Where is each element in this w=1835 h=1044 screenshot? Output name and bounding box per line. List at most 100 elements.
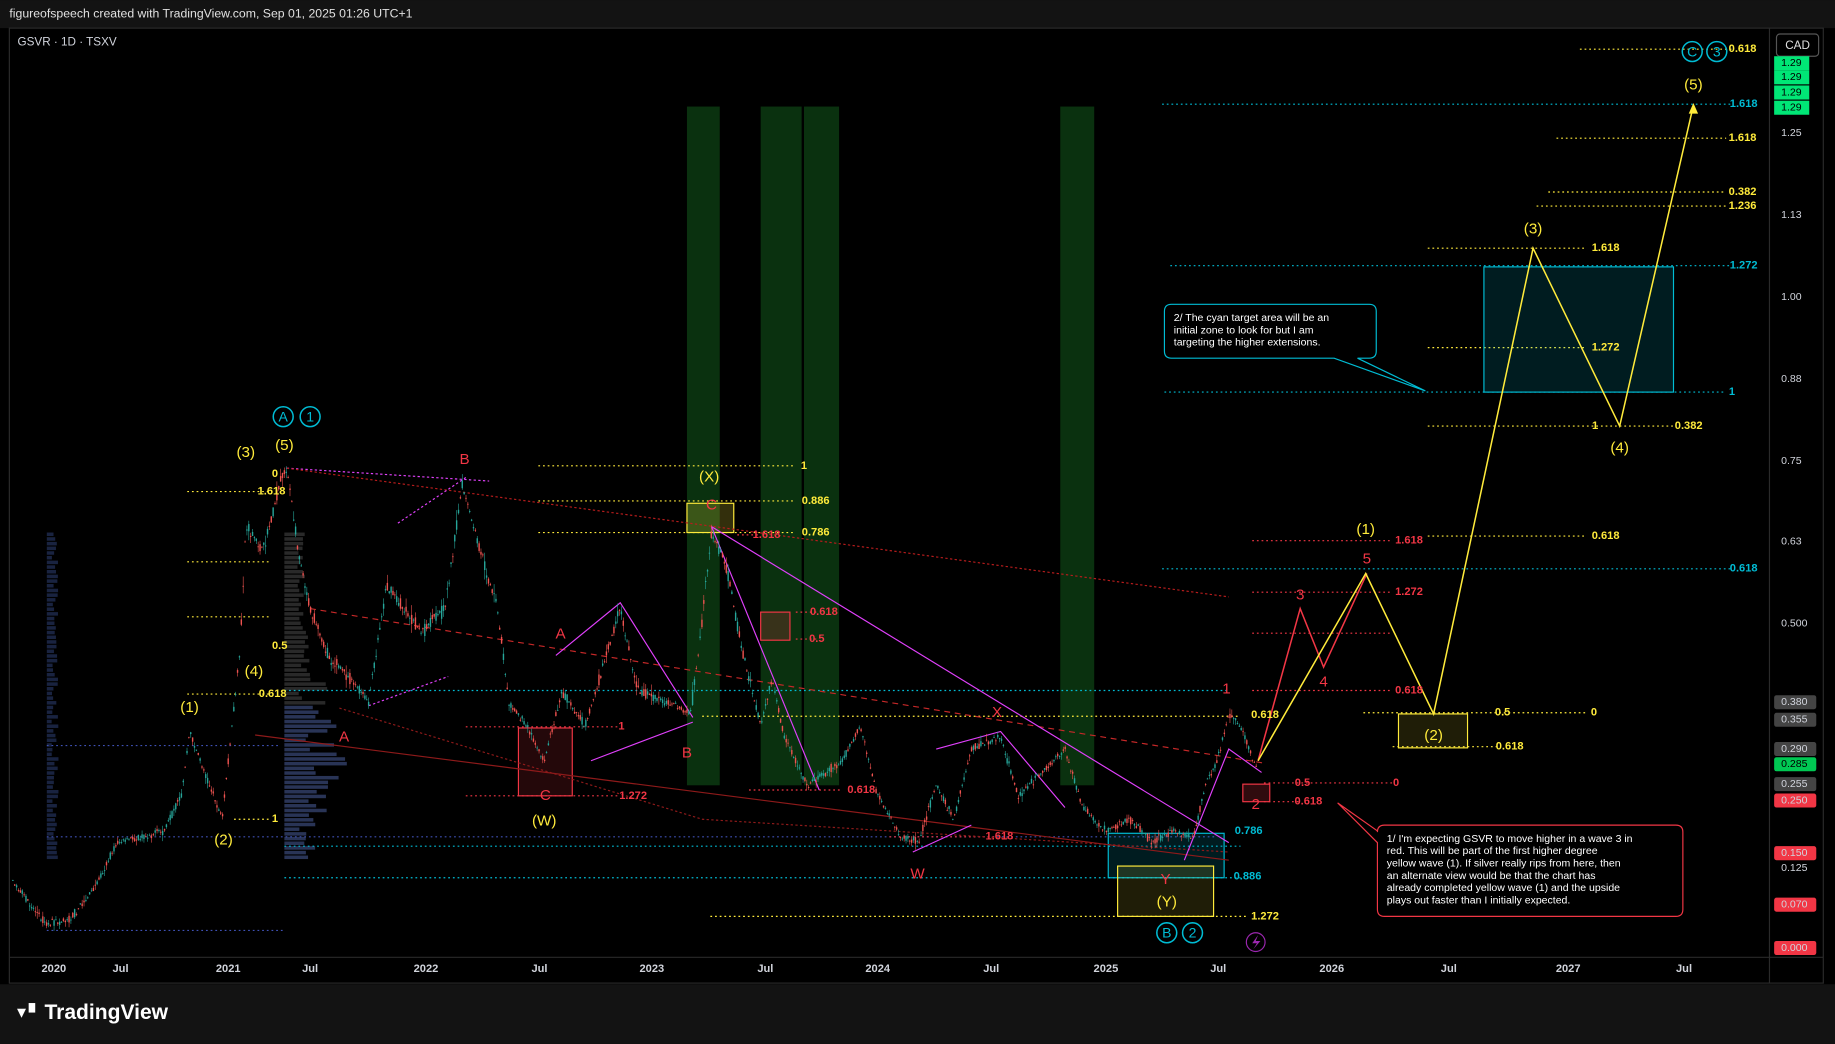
vp-bar	[284, 808, 327, 813]
candle-body	[70, 919, 72, 921]
candle-body	[156, 829, 158, 832]
vp-bar	[284, 813, 309, 817]
candle-body	[643, 689, 645, 696]
vp-bar	[284, 832, 307, 836]
wave-label: (5)	[1684, 77, 1703, 94]
candle-body	[334, 665, 336, 667]
candle-body	[759, 721, 761, 723]
vp-bar	[46, 672, 55, 677]
candle-body	[455, 520, 458, 530]
fib-label: 0.618	[847, 784, 875, 796]
candle-body	[392, 590, 394, 596]
candle-body	[317, 624, 319, 629]
candle-body	[58, 921, 61, 925]
wave-label: (1)	[180, 699, 199, 716]
candle-body	[572, 707, 574, 710]
candle-body	[1103, 825, 1106, 830]
candle-body	[161, 830, 164, 836]
vp-bar	[46, 757, 59, 761]
candle-body	[1180, 835, 1182, 837]
candle-body	[14, 884, 16, 886]
candle-body	[721, 553, 724, 558]
candle-body	[51, 918, 53, 920]
candle-body	[579, 715, 581, 720]
vp-bar	[46, 663, 53, 668]
candle-body	[609, 641, 611, 645]
candle-body	[336, 659, 338, 666]
candle-body	[545, 752, 548, 754]
candle-body	[135, 839, 138, 841]
candle-body	[995, 740, 997, 742]
circled-label: 2	[1189, 925, 1197, 941]
candle-body	[193, 746, 196, 748]
candle-body	[510, 703, 512, 708]
candle-body	[592, 699, 595, 701]
candle-body	[645, 689, 647, 699]
candle-body	[1143, 832, 1145, 834]
candle-body	[746, 670, 748, 672]
candle-body	[1159, 834, 1162, 841]
candle-body	[30, 907, 33, 909]
candle-body	[188, 736, 190, 738]
time-label: Jul	[113, 963, 129, 975]
candle-body	[895, 827, 898, 830]
vp-bar	[46, 701, 57, 705]
vp-bar	[46, 654, 58, 658]
wave-label: (2)	[214, 831, 233, 848]
candle-body	[474, 529, 477, 531]
fib-label: 0.5	[1295, 777, 1310, 789]
candle-body	[641, 690, 643, 696]
candle-body	[856, 729, 859, 733]
candle-body	[616, 611, 619, 617]
candle-body	[727, 570, 729, 582]
candle-body	[399, 598, 402, 609]
candle-body	[794, 757, 797, 764]
candle-body	[328, 655, 331, 660]
candle-body	[133, 838, 136, 842]
vp-bar	[284, 747, 310, 752]
candle-body	[120, 841, 123, 843]
candle-body	[360, 691, 362, 693]
candle-body	[665, 700, 668, 704]
candle-body	[1135, 826, 1138, 829]
vp-bar	[46, 827, 56, 831]
candle-body	[1055, 756, 1057, 758]
vp-bar	[284, 593, 304, 597]
candle-body	[145, 836, 147, 838]
volume-profile	[46, 532, 347, 860]
candle-body	[650, 693, 653, 697]
candle-body	[768, 685, 771, 691]
candle-body	[231, 725, 233, 727]
candle-body	[766, 698, 769, 700]
candle-body	[620, 611, 623, 615]
candle-body	[437, 613, 439, 616]
candle-body	[122, 839, 125, 841]
trend-line	[310, 608, 1264, 764]
candle-body	[723, 561, 726, 564]
candle-body	[877, 794, 879, 796]
candle-body	[411, 614, 413, 624]
candle-body	[203, 769, 205, 771]
candle-body	[158, 829, 160, 832]
candle-body	[212, 791, 214, 794]
vp-bar	[284, 668, 307, 672]
candle-body	[1092, 817, 1094, 821]
top-bar	[0, 0, 1835, 29]
candle-body	[60, 921, 63, 923]
candle-body	[40, 919, 42, 921]
candle-body	[549, 733, 551, 735]
candle-body	[880, 800, 883, 802]
last-price-tag	[1774, 56, 1810, 71]
candle-body	[914, 837, 917, 844]
candle-body	[341, 668, 344, 671]
candle-body	[87, 897, 89, 899]
vp-bar	[46, 832, 54, 836]
candle-body	[1163, 833, 1166, 836]
candle-body	[532, 738, 535, 742]
vp-bar	[284, 555, 303, 560]
vp-bar	[46, 584, 54, 588]
vp-bar	[46, 710, 53, 714]
candle-body	[390, 586, 392, 593]
candle-body	[403, 611, 405, 613]
cyan-target-box	[1483, 266, 1675, 393]
